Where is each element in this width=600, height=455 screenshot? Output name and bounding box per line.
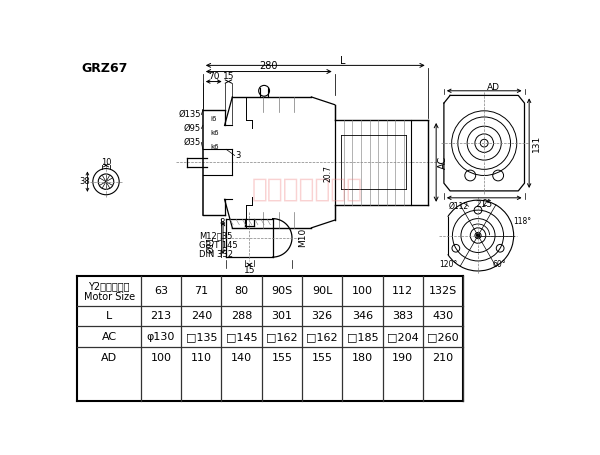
Text: L: L xyxy=(340,56,345,66)
Text: 301: 301 xyxy=(271,311,292,321)
Text: AC: AC xyxy=(101,332,116,342)
Text: 63: 63 xyxy=(154,286,168,296)
Text: 140: 140 xyxy=(231,353,252,363)
Text: Ø11: Ø11 xyxy=(206,235,215,253)
Text: i6: i6 xyxy=(211,116,217,122)
Text: AD: AD xyxy=(487,83,500,92)
Text: 383: 383 xyxy=(392,311,413,321)
Text: 8: 8 xyxy=(219,217,224,227)
Text: k6: k6 xyxy=(211,144,219,150)
Text: DIN 332: DIN 332 xyxy=(199,249,233,258)
Text: 110: 110 xyxy=(191,353,212,363)
Text: 15: 15 xyxy=(244,267,255,275)
Text: 20.7: 20.7 xyxy=(324,166,333,182)
Text: 120°: 120° xyxy=(439,260,458,269)
Text: □260: □260 xyxy=(427,332,459,342)
Text: 213: 213 xyxy=(151,311,172,321)
Text: 326: 326 xyxy=(311,311,333,321)
Text: 70: 70 xyxy=(208,71,220,81)
Text: □185: □185 xyxy=(347,332,379,342)
Text: 430: 430 xyxy=(433,311,454,321)
Text: 90S: 90S xyxy=(271,286,293,296)
Text: Motor Size: Motor Size xyxy=(83,292,134,302)
Text: 210: 210 xyxy=(433,353,454,363)
Text: □162: □162 xyxy=(307,332,338,342)
Text: GRZ67: GRZ67 xyxy=(81,62,128,75)
Text: Ø112: Ø112 xyxy=(449,202,469,211)
Text: 132S: 132S xyxy=(429,286,457,296)
Text: GB/T 145: GB/T 145 xyxy=(199,240,238,249)
Text: φ130: φ130 xyxy=(147,332,175,342)
Text: □162: □162 xyxy=(266,332,298,342)
Text: □204: □204 xyxy=(387,332,419,342)
Text: 38: 38 xyxy=(79,177,89,186)
Text: AD: AD xyxy=(101,353,117,363)
Text: 280: 280 xyxy=(260,61,278,71)
Text: 180: 180 xyxy=(352,353,373,363)
Text: 190: 190 xyxy=(392,353,413,363)
Text: 15: 15 xyxy=(223,71,234,81)
Text: AC: AC xyxy=(438,156,448,169)
Text: 南京瓦鸣特传动: 南京瓦鸣特传动 xyxy=(252,177,363,202)
Text: 100: 100 xyxy=(352,286,373,296)
Text: 240: 240 xyxy=(191,311,212,321)
Text: □135: □135 xyxy=(185,332,217,342)
Text: k6: k6 xyxy=(211,130,219,136)
Text: M12淲35: M12淲35 xyxy=(199,231,232,240)
Text: 71: 71 xyxy=(194,286,208,296)
Text: L: L xyxy=(106,311,112,321)
Text: □145: □145 xyxy=(226,332,257,342)
Text: 100: 100 xyxy=(151,353,172,363)
Text: 288: 288 xyxy=(231,311,253,321)
Text: 2°: 2° xyxy=(483,199,491,208)
Text: 155: 155 xyxy=(271,353,292,363)
Text: 90L: 90L xyxy=(312,286,332,296)
Text: 3: 3 xyxy=(235,151,241,160)
Text: 10: 10 xyxy=(101,158,111,167)
Text: Ø95: Ø95 xyxy=(184,124,200,133)
Text: 215: 215 xyxy=(476,200,493,209)
Text: 112: 112 xyxy=(392,286,413,296)
Text: Y2电机机座号: Y2电机机座号 xyxy=(88,281,130,291)
Text: 60°: 60° xyxy=(493,260,506,269)
Text: M10: M10 xyxy=(298,228,307,248)
Text: 118°: 118° xyxy=(514,217,532,226)
Text: 131: 131 xyxy=(532,135,541,152)
Circle shape xyxy=(476,234,479,237)
Text: 155: 155 xyxy=(312,353,333,363)
Text: 80: 80 xyxy=(235,286,248,296)
Text: 346: 346 xyxy=(352,311,373,321)
Text: Ø35: Ø35 xyxy=(184,138,200,147)
Text: Ø135: Ø135 xyxy=(178,110,200,119)
